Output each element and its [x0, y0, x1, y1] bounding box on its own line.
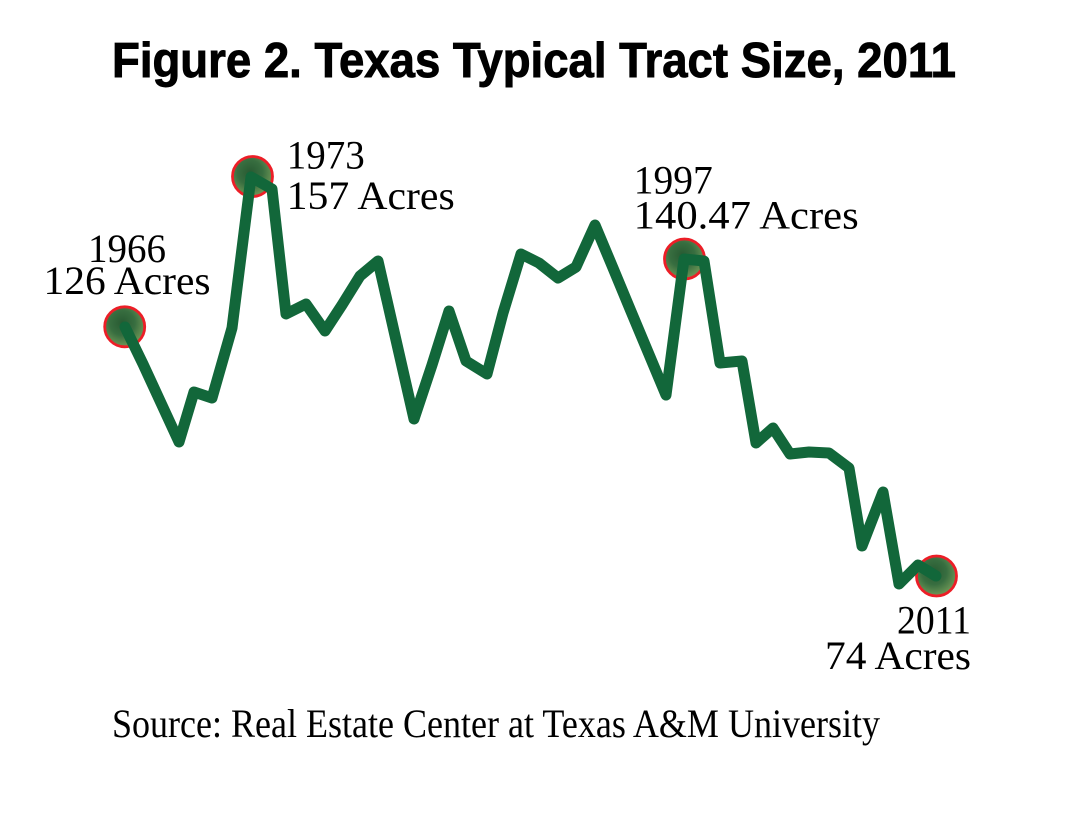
svg-text:140.47 Acres: 140.47 Acres	[634, 193, 859, 238]
svg-text:Figure 2. Texas Typical Tract: Figure 2. Texas Typical Tract Size, 2011	[112, 34, 956, 88]
svg-text:1997: 1997	[634, 158, 713, 203]
svg-text:1966: 1966	[88, 226, 166, 271]
svg-text:157 Acres: 157 Acres	[287, 173, 455, 218]
svg-text:74 Acres: 74 Acres	[825, 633, 971, 678]
svg-text:126 Acres: 126 Acres	[44, 258, 211, 303]
svg-text:2011: 2011	[897, 598, 971, 643]
svg-text:1973: 1973	[287, 133, 365, 178]
svg-text:Source: Real Estate Center at: Source: Real Estate Center at Texas A&M …	[112, 701, 880, 746]
